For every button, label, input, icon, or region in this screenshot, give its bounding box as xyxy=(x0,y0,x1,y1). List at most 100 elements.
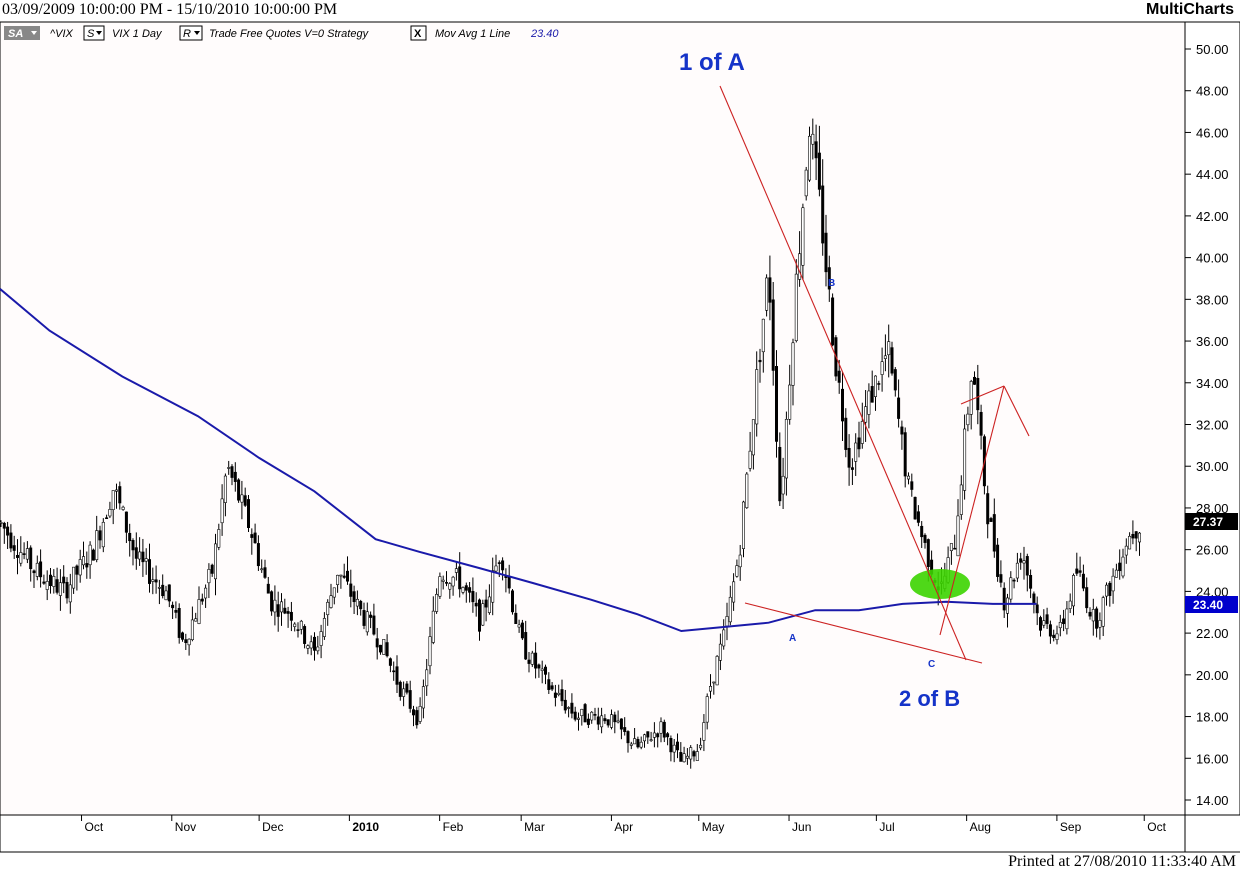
price-candle xyxy=(207,563,211,599)
price-candle xyxy=(580,708,584,726)
price-candle xyxy=(115,483,119,509)
x-tick-label: Oct xyxy=(1147,820,1166,834)
projection-arrow-right[interactable] xyxy=(1003,385,1030,437)
x-tick-label: Jun xyxy=(792,820,811,834)
x-tick-label: Mar xyxy=(524,820,545,834)
price-candle xyxy=(42,574,46,585)
r-button-label: R xyxy=(183,28,191,40)
price-candle xyxy=(1002,582,1006,618)
price-candle xyxy=(22,542,26,560)
projection-arrow-left[interactable] xyxy=(960,385,1005,405)
price-candle xyxy=(273,585,277,626)
price-candle xyxy=(359,599,363,616)
price-candle xyxy=(1045,607,1049,629)
y-tick-label: 18.00 xyxy=(1196,710,1229,725)
projection-up-line[interactable] xyxy=(939,385,1005,636)
price-candle xyxy=(972,371,976,385)
x-tick-label: Apr xyxy=(614,820,633,834)
plot-area[interactable] xyxy=(0,21,1186,816)
price-candle xyxy=(774,350,778,458)
price-candle xyxy=(636,736,640,749)
price-candle xyxy=(121,505,125,511)
price-candle xyxy=(771,282,775,386)
price-candle xyxy=(197,586,201,625)
price-candle xyxy=(0,520,3,528)
point-b-label: B xyxy=(828,278,835,289)
price-candle xyxy=(39,549,43,588)
price-candle xyxy=(765,274,769,317)
sa-button[interactable] xyxy=(4,26,40,40)
remove-study-button[interactable] xyxy=(410,25,427,41)
price-candle xyxy=(444,571,448,587)
price-candle xyxy=(435,588,439,614)
price-candle xyxy=(1019,552,1023,570)
price-candle xyxy=(824,214,828,287)
price-candle xyxy=(979,404,983,450)
price-candle xyxy=(128,523,132,557)
price-candle xyxy=(609,709,613,730)
price-candle xyxy=(1105,582,1109,606)
price-candle xyxy=(679,742,683,762)
price-candle xyxy=(527,652,531,673)
price-candle xyxy=(547,672,551,694)
price-candle xyxy=(897,379,901,428)
price-candle xyxy=(1065,601,1069,635)
price-candle xyxy=(741,500,745,558)
price-candle xyxy=(953,534,957,550)
price-candle xyxy=(464,582,468,603)
price-candle xyxy=(303,624,307,649)
price-candle xyxy=(138,537,142,566)
price-candle xyxy=(468,582,472,603)
price-candle xyxy=(124,511,128,544)
price-candle xyxy=(48,568,52,594)
price-candle xyxy=(514,604,518,625)
price-candle xyxy=(332,587,336,605)
sa-dropdown-icon xyxy=(31,31,37,35)
price-candle xyxy=(1121,548,1125,579)
price-candle xyxy=(1098,612,1102,640)
price-candle xyxy=(606,719,610,728)
price-candle xyxy=(530,650,534,667)
price-candle xyxy=(613,711,617,734)
x-tick-label: Oct xyxy=(85,820,104,834)
price-candle xyxy=(336,574,340,593)
price-candle xyxy=(1029,569,1033,599)
price-candle xyxy=(850,458,854,486)
price-candle xyxy=(715,654,719,686)
price-candle xyxy=(283,598,287,615)
price-candle xyxy=(319,624,323,659)
price-candle xyxy=(405,681,409,695)
s-button[interactable] xyxy=(83,25,105,41)
price-candle xyxy=(893,367,897,397)
price-candle xyxy=(652,722,656,748)
price-candle xyxy=(118,481,122,510)
price-candle xyxy=(279,593,283,626)
y-tick-label: 28.00 xyxy=(1196,501,1229,516)
price-candle xyxy=(171,601,175,620)
price-candle xyxy=(461,586,465,595)
price-candle xyxy=(524,620,528,660)
downtrend-line[interactable] xyxy=(719,85,967,661)
price-candle xyxy=(151,567,155,595)
price-candle xyxy=(385,634,389,658)
price-candle xyxy=(596,707,600,731)
price-candle xyxy=(474,592,478,617)
price-candle xyxy=(745,472,749,509)
price-candle xyxy=(695,744,699,761)
price-candle xyxy=(329,583,333,609)
price-candle xyxy=(448,582,452,599)
price-candle xyxy=(402,681,406,707)
price-candle xyxy=(1005,593,1009,628)
point-c-label: C xyxy=(928,659,935,670)
r-button[interactable] xyxy=(179,25,203,41)
trendlines xyxy=(719,85,1030,664)
price-candle xyxy=(959,475,963,520)
y-tick-label: 44.00 xyxy=(1196,167,1229,182)
lower-wedge-line[interactable] xyxy=(744,602,983,664)
price-candle xyxy=(75,564,79,591)
price-candle xyxy=(421,679,425,719)
price-candle xyxy=(200,593,204,605)
price-candle xyxy=(369,611,373,629)
price-candle xyxy=(923,533,927,549)
